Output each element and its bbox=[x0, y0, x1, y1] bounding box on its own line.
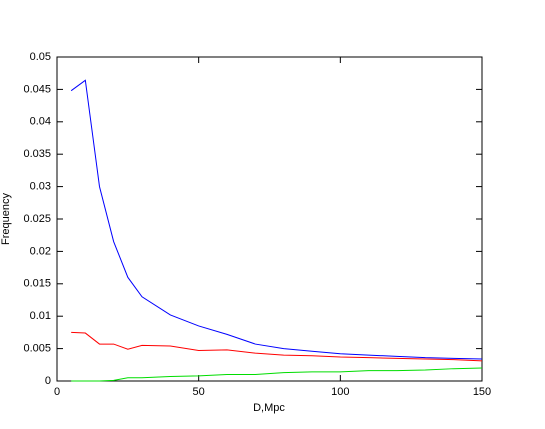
y-tick-label: 0.03 bbox=[30, 181, 51, 193]
x-tick-label: 0 bbox=[54, 386, 60, 398]
x-tick-label: 50 bbox=[193, 386, 205, 398]
line-series bbox=[71, 331, 483, 362]
x-tick-label: 150 bbox=[473, 386, 491, 398]
y-tick-label: 0.035 bbox=[23, 148, 51, 160]
y-tick-label: 0.025 bbox=[23, 213, 51, 225]
y-axis-label: Frequency bbox=[0, 193, 12, 245]
plot-frame bbox=[56, 56, 483, 382]
y-tick-label: 0 bbox=[45, 375, 51, 387]
y-tick-label: 0.02 bbox=[30, 245, 51, 257]
y-tick-label: 0.045 bbox=[23, 83, 51, 95]
line-series bbox=[70, 79, 483, 360]
y-tick-label: 0.01 bbox=[30, 310, 51, 322]
x-tick-label: 100 bbox=[331, 386, 349, 398]
y-tick-label: 0.05 bbox=[30, 51, 51, 63]
x-axis-label: D,Mpc bbox=[253, 402, 285, 414]
y-tick-label: 0.005 bbox=[23, 343, 51, 355]
line-series bbox=[71, 367, 483, 382]
y-tick-label: 0.015 bbox=[23, 278, 51, 290]
y-tick-label: 0.04 bbox=[30, 116, 51, 128]
